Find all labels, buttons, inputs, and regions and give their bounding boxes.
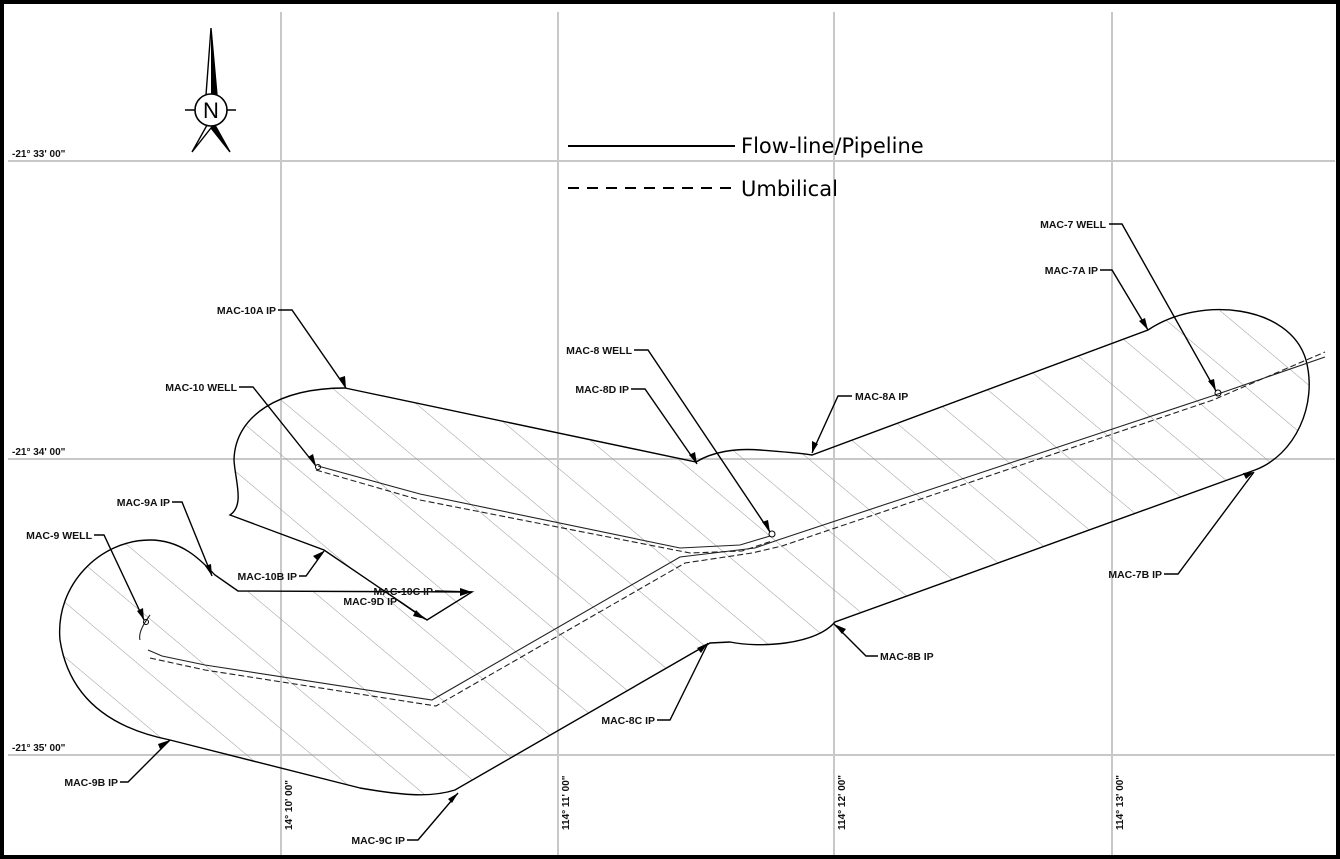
flowline-route [147,356,1326,701]
mac9d-ip-label: MAC-9D IP [343,596,397,608]
umbilical-legend-label: Umbilical [741,177,838,201]
mac7-well-marker [1214,389,1222,397]
mac8d-ip-label: MAC-8D IP [575,384,629,396]
umbilical-route [315,469,773,554]
mac10-well-marker [315,464,321,470]
latitude-label: -21° 35' 00" [12,743,66,754]
callout-leaders [94,223,1255,841]
mac10b-ip-label: MAC-10B IP [237,571,297,583]
flowline-route [139,614,151,641]
north-arrow-icon: N [185,27,236,153]
mac8-well-label: MAC-8 WELL [566,345,632,357]
longitude-label: 114° 11' 00" [561,775,572,830]
callout-arrowheads [137,318,1254,803]
mac7-well-label: MAC-7 WELL [1040,219,1106,231]
mac9b-ip-label: MAC-9B IP [64,777,118,789]
longitude-label: 14° 10' 00" [284,780,295,830]
longitude-label: 114° 12' 00" [837,775,848,830]
pipeline-corridor [59,308,1310,796]
latitude-label: -21° 33' 00" [12,149,66,160]
flowline-legend-label: Flow-line/Pipeline [741,134,924,158]
mac8c-ip-label: MAC-8C IP [601,715,655,727]
mac10a-ip-label: MAC-10A IP [217,305,276,317]
north-letter: N [203,98,219,123]
mac8-well-marker [768,530,776,538]
mac8b-ip-label: MAC-8B IP [880,651,934,663]
mac10c-ip-label: MAC-10C IP [373,586,433,598]
latitude-label: -21° 34' 00" [12,447,66,458]
umbilical-route [149,351,1326,707]
mac9a-ip-label: MAC-9A IP [117,497,170,509]
mac7b-ip-label: MAC-7B IP [1108,569,1162,581]
mac9c-ip-label: MAC-9C IP [351,835,405,847]
mac9-well-label: MAC-9 WELL [26,530,92,542]
mac8a-ip-label: MAC-8A IP [855,391,908,403]
flowline-route [317,465,771,549]
mac7a-ip-label: MAC-7A IP [1045,265,1098,277]
mac9-well-marker [143,619,149,625]
mac10-well-label: MAC-10 WELL [165,382,237,394]
longitude-label: 114° 13' 00" [1115,775,1126,830]
legend: Flow-line/Pipeline Umbilical [568,134,924,201]
